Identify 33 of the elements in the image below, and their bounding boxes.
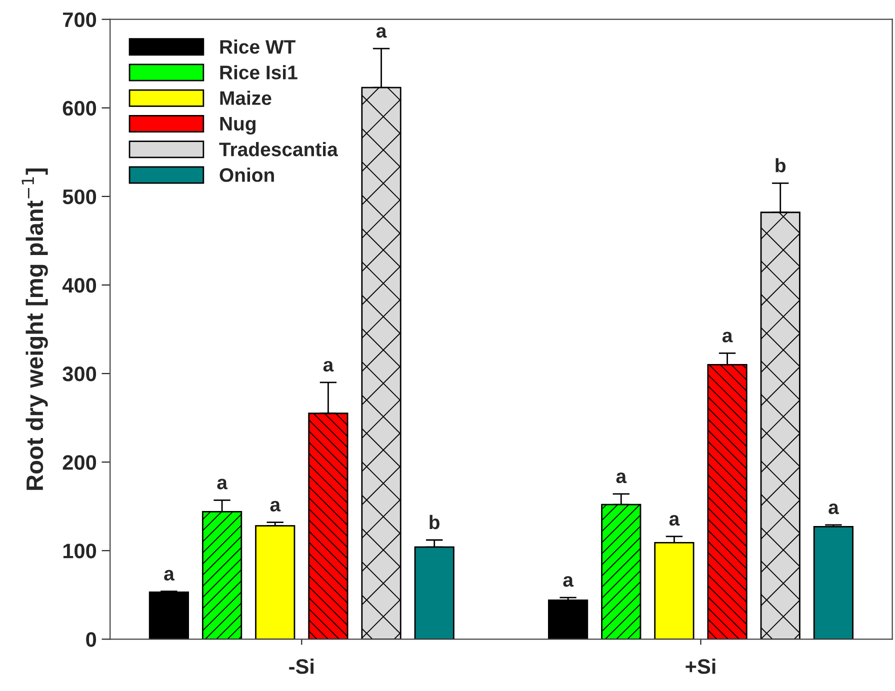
y-tick-label: 100: [63, 544, 96, 558]
data-label: a: [376, 27, 387, 38]
legend-label: Onion: [220, 168, 274, 182]
data-label: a: [828, 504, 839, 514]
bar: [255, 525, 296, 640]
data-label: a: [217, 478, 228, 490]
data-label: a: [270, 500, 281, 512]
y-tick-label: 500: [62, 189, 96, 204]
bar: [148, 592, 190, 640]
data-label: a: [323, 360, 334, 372]
y-axis-title: Root dry weight [mg plant$^{−1}$]: [22, 168, 48, 490]
x-tick-label: +Si: [686, 658, 716, 674]
y-tick-label: 200: [62, 455, 96, 470]
legend-label: Rice WT: [220, 39, 296, 54]
y-tick-label: 600: [62, 100, 96, 116]
legend-label: Tradescantia: [219, 142, 338, 156]
bar: [548, 600, 588, 640]
y-tick-label: 0: [86, 632, 96, 647]
x-tick-label: -Si: [289, 658, 314, 674]
data-label: a: [563, 576, 574, 587]
data-label: b: [776, 158, 786, 172]
legend-label: Nug: [220, 117, 256, 135]
legend-label: Rice Isi1: [220, 65, 298, 80]
data-label: a: [669, 515, 680, 526]
y-tick-label: 700: [63, 12, 96, 28]
data-label: a: [722, 332, 733, 342]
bar: [813, 526, 854, 640]
data-label: a: [164, 570, 174, 581]
y-tick-label: 300: [62, 366, 96, 382]
data-label: a: [616, 472, 627, 484]
y-tick-label: 400: [62, 278, 96, 293]
legend-label: Maize: [220, 90, 272, 105]
data-label: b: [430, 514, 440, 530]
